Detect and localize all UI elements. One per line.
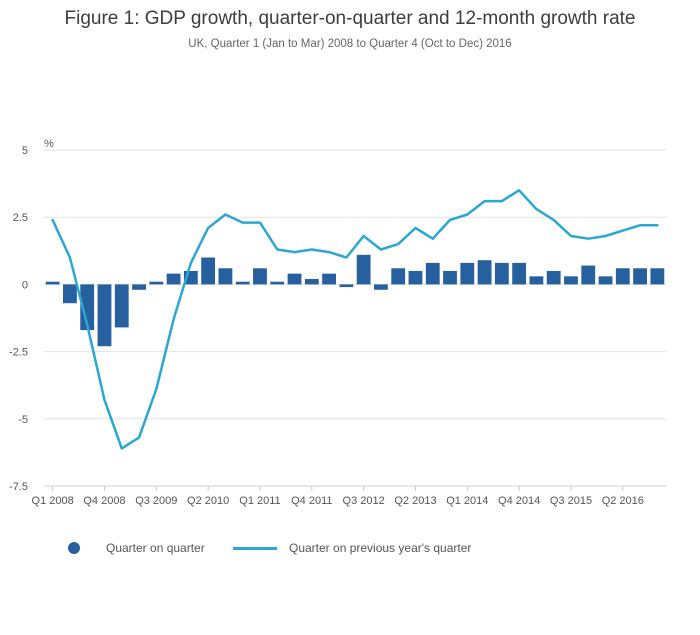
bar [114, 284, 129, 328]
line-series [51, 189, 659, 450]
x-tick-label: Q4 2014 [498, 495, 540, 507]
bar [494, 262, 509, 285]
bar [304, 279, 319, 285]
bar [408, 270, 423, 285]
bar [425, 262, 440, 285]
gridlines [44, 149, 666, 487]
y-tick-label: 5 [22, 145, 28, 157]
bar [564, 276, 578, 285]
y-tick-label: -7.5 [9, 481, 28, 493]
bar-series [45, 254, 665, 347]
x-tick-label: Q1 2014 [446, 495, 488, 507]
x-tick-label: Q4 2008 [83, 495, 125, 507]
legend-label-previous-year: Quarter on previous year's quarter [289, 541, 472, 555]
x-tick-label: Q2 2013 [394, 495, 436, 507]
bar [339, 284, 354, 288]
bar [270, 281, 285, 285]
bar [166, 273, 181, 285]
axes: 5 2.5 0 -2.5 -5 -7.5 Q1 2008 Q4 2008 Q3 2009 Q2 2… [9, 145, 666, 507]
x-tick-label: Q2 2010 [187, 495, 229, 507]
bar [218, 268, 233, 285]
legend-bar-swatch [68, 542, 80, 554]
bar [443, 270, 457, 285]
y-tick-label: -5 [18, 414, 28, 426]
bar [356, 254, 371, 285]
bar [63, 284, 77, 304]
y-axis-label: % [44, 138, 54, 150]
legend-item-previous-year: Quarter on previous year's quarter [233, 541, 471, 555]
bar [615, 268, 630, 285]
bar [322, 273, 336, 285]
bar [546, 270, 561, 285]
bar [97, 284, 112, 347]
y-tick-label: 2.5 [13, 212, 28, 224]
bar [80, 284, 95, 331]
bar [477, 260, 492, 285]
bar [598, 276, 613, 285]
bar [581, 265, 596, 285]
x-tick-label: Q1 2011 [239, 495, 280, 507]
bar [512, 262, 527, 285]
legend-item-quarter-on-quarter: Quarter on quarter [68, 541, 205, 555]
bar [633, 268, 647, 285]
x-tick-label: Q3 2012 [343, 495, 385, 507]
bar [391, 268, 406, 285]
x-tick-label: Q4 2011 [291, 495, 332, 507]
bar [149, 281, 164, 285]
bar [460, 262, 475, 285]
bar [45, 281, 60, 285]
bar [201, 257, 216, 285]
chart-subtitle: UK, Quarter 1 (Jan to Mar) 2008 to Quart… [188, 38, 512, 50]
chart-title: Figure 1: GDP growth, quarter-on-quarter… [64, 8, 636, 29]
x-tick-label: Q3 2015 [550, 495, 592, 507]
bar [132, 284, 146, 290]
series-line [51, 189, 659, 450]
bar [253, 268, 267, 285]
x-tick-label: Q1 2008 [32, 495, 74, 507]
bar [529, 276, 544, 285]
y-tick-label: 0 [22, 279, 28, 291]
bar [287, 273, 302, 285]
x-tick-label: Q3 2009 [135, 495, 177, 507]
y-tick-label: -2.5 [9, 347, 28, 359]
bar [235, 281, 250, 285]
x-tick-label: Q2 2016 [602, 495, 644, 507]
bar [650, 268, 665, 285]
bar [374, 284, 388, 290]
legend-line-swatch [233, 546, 277, 550]
legend-label-quarter-on-quarter: Quarter on quarter [106, 541, 205, 555]
